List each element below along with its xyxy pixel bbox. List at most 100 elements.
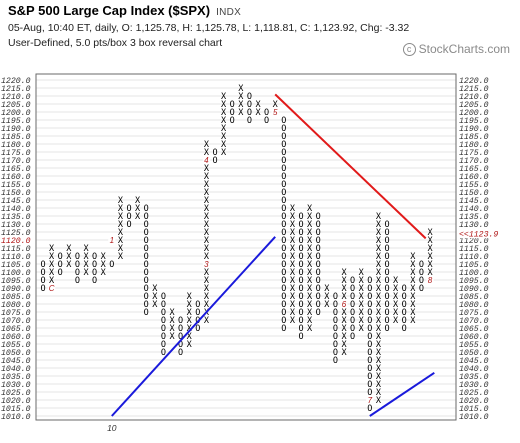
o-mark: O (402, 292, 407, 302)
o-mark: O (298, 252, 303, 262)
o-mark: O (92, 252, 97, 262)
month-marker: 6 (342, 300, 347, 309)
o-mark: O (281, 284, 286, 294)
x-mark: X (393, 316, 399, 326)
o-mark: O (298, 308, 303, 318)
x-mark: X (341, 316, 347, 326)
o-mark: O (75, 276, 80, 286)
x-mark: X (135, 212, 141, 222)
y-tick-label-left: 1185.0 (1, 133, 31, 142)
y-tick-label-right: 1190.0 (459, 125, 489, 134)
x-mark: X (341, 284, 347, 294)
o-mark: O (264, 108, 269, 118)
o-mark: O (161, 332, 166, 342)
o-mark: O (384, 244, 389, 254)
x-mark: X (341, 268, 347, 278)
y-tick-label-left: 1010.0 (1, 413, 31, 422)
o-mark: O (247, 92, 252, 102)
o-mark: O (281, 124, 286, 134)
o-mark: O (384, 276, 389, 286)
x-mark: X (204, 188, 210, 198)
y-tick-label-left: 1085.0 (1, 293, 31, 302)
x-mark: X (204, 220, 210, 230)
x-mark: X (204, 284, 210, 294)
o-mark: O (247, 108, 252, 118)
x-mark: X (187, 340, 193, 350)
x-mark: X (376, 348, 382, 358)
x-mark: X (307, 276, 313, 286)
x-mark: X (290, 316, 296, 326)
month-marker: 8 (428, 276, 433, 285)
o-mark: O (75, 260, 80, 270)
o-mark: O (281, 140, 286, 150)
x-mark: X (221, 140, 227, 150)
x-mark: X (290, 244, 296, 254)
y-tick-label-right: 1175.0 (459, 149, 489, 158)
o-mark: O (281, 188, 286, 198)
x-mark: X (49, 260, 55, 270)
chart-title-text: S&P 500 Large Cap Index ($SPX) (8, 3, 211, 18)
x-mark: X (83, 268, 89, 278)
month-marker-bg (271, 108, 279, 116)
x-mark: X (204, 148, 210, 158)
x-mark: X (204, 292, 210, 302)
y-tick-label-right: 1110.0 (459, 253, 489, 262)
x-mark: X (221, 100, 227, 110)
x-mark: X (49, 276, 55, 286)
y-tick-label-right: 1080.0 (459, 301, 489, 310)
x-mark: X (204, 204, 210, 214)
o-mark: O (367, 292, 372, 302)
o-mark: O (298, 292, 303, 302)
x-mark: X (169, 332, 175, 342)
o-mark: O (316, 284, 321, 294)
o-mark: O (281, 212, 286, 222)
x-mark: X (307, 252, 313, 262)
x-mark: X (376, 260, 382, 270)
y-tick-label-right: 1015.0 (459, 405, 489, 414)
o-mark: O (40, 276, 45, 286)
o-mark: O (144, 260, 149, 270)
month-marker-bg (426, 276, 434, 284)
y-tick-label-left: 1105.0 (1, 261, 31, 270)
x-mark: X (307, 292, 313, 302)
y-tick-label-left: 1065.0 (1, 325, 31, 334)
x-mark: X (376, 324, 382, 334)
o-mark: O (281, 308, 286, 318)
month-marker: 1 (110, 236, 114, 245)
o-mark: O (92, 260, 97, 270)
y-tick-label-left: 1025.0 (1, 389, 31, 398)
x-mark: X (221, 108, 227, 118)
o-mark: O (298, 316, 303, 326)
y-tick-label-left: 1195.0 (1, 117, 31, 126)
o-mark: O (419, 284, 424, 294)
y-tick-label-left: 1095.0 (1, 277, 31, 286)
o-mark: O (384, 292, 389, 302)
y-tick-label-right: 1075.0 (459, 309, 489, 318)
y-tick-label-right: 1165.0 (459, 165, 489, 174)
x-mark: X (376, 220, 382, 230)
y-tick-label-right: 1010.0 (459, 413, 489, 422)
o-mark: O (333, 308, 338, 318)
x-mark: X (204, 252, 210, 262)
x-mark: X (238, 84, 244, 94)
y-tick-label-right: 1065.0 (459, 325, 489, 334)
o-mark: O (333, 340, 338, 350)
o-mark: O (281, 196, 286, 206)
o-mark: O (350, 276, 355, 286)
o-mark: O (230, 108, 235, 118)
o-mark: O (316, 244, 321, 254)
x-mark: X (410, 260, 416, 270)
x-mark: X (324, 292, 330, 302)
x-mark: X (204, 172, 210, 182)
y-tick-label-left: 1115.0 (1, 245, 31, 254)
y-tick-label-right: 1020.0 (459, 397, 489, 406)
x-mark: X (359, 324, 365, 334)
x-mark: X (307, 324, 313, 334)
x-mark: X (204, 180, 210, 190)
x-mark: X (221, 148, 227, 158)
o-mark: O (144, 252, 149, 262)
y-tick-label-left: 1220.0 (1, 77, 31, 86)
o-mark: O (58, 252, 63, 262)
o-mark: O (281, 292, 286, 302)
